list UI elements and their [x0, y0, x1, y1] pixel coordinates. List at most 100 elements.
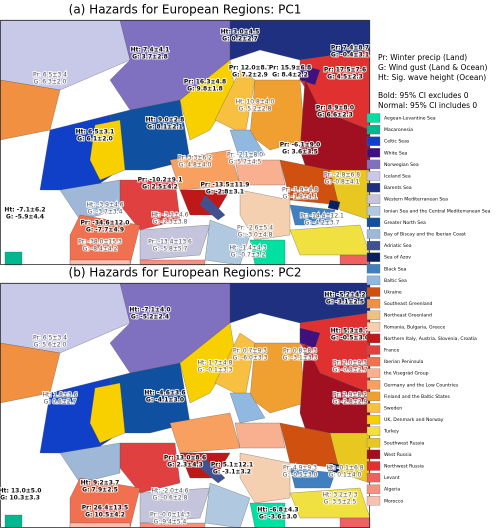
region-label: Pr: 8.9±8.0 — [316, 105, 354, 112]
region-label: G: 6.1±2.0 — [77, 136, 113, 143]
map: Ht: 3.0±4.5G: 0.2±2.7 Ht: 7.4±4.1G: 3.7±2… — [0, 19, 371, 266]
region — [89, 119, 126, 181]
legend-swatch — [366, 287, 381, 297]
region-label: Ht: 6.5±3.1 — [76, 129, 115, 136]
region — [69, 259, 131, 266]
region-label: Pr: -2.6±5.4 — [237, 225, 273, 232]
region-label: G: 3.6±3.5 — [282, 149, 318, 156]
region-label: Pr: 7.4±8.7 — [331, 45, 369, 52]
region — [199, 194, 226, 221]
region — [234, 422, 286, 449]
region-label: G: -2.8±3.1 — [206, 189, 244, 196]
legend-label: Northern Italy, Austria, Slovenia, Croat… — [384, 336, 477, 342]
region — [289, 204, 336, 226]
legend-swatch — [366, 438, 381, 448]
region-label: G: -0.1±3.3 — [198, 367, 233, 374]
legend-swatch — [366, 472, 381, 483]
region-label: Pr: 0.7±9.3 — [233, 348, 267, 355]
legend-label: West Russia — [384, 452, 412, 458]
legend-swatch — [366, 171, 381, 181]
legend-label: White Sea — [384, 150, 408, 156]
region-label: Ht: -7.1±6.2 — [4, 207, 45, 214]
region-label: Pr: -1.9±4.8 — [282, 187, 318, 194]
region-label: G: -5.8±5.7 — [153, 246, 188, 253]
map: Ht: -7.1±4.0G: -5.2±2.4Ht: -5.2±4.2G: -3… — [0, 282, 371, 528]
region-label: G: 8.4±2.2 — [272, 72, 308, 79]
region-label: G: -0.7±3.2 — [231, 252, 266, 259]
region-label: Ht: -3.9±4.6 — [86, 202, 123, 209]
legend-swatch — [366, 206, 381, 216]
legend-swatch — [366, 113, 381, 123]
region — [59, 442, 121, 484]
region-label: G: -3.0±4.8 — [238, 232, 273, 239]
legend-label: Greater North Sea — [384, 220, 426, 226]
region-label: Pr: 6.5±3.4 — [33, 335, 67, 342]
legend-label: Turkey — [383, 429, 399, 435]
legend-swatch — [366, 229, 381, 239]
region-label: Ht: 13.0±5.0 — [0, 488, 41, 495]
region — [139, 224, 211, 261]
region — [139, 487, 211, 524]
region — [229, 392, 266, 424]
region — [199, 457, 226, 484]
legend-swatch — [366, 298, 381, 309]
region-label: Pr: 17.5±7.6 — [324, 67, 366, 74]
legend-swatch — [366, 182, 381, 193]
region-label: G: 4.5±2.3 — [327, 74, 363, 81]
legend-swatch — [366, 217, 381, 228]
region-label: G: -2.3±3.8 — [153, 219, 188, 226]
region-label: Ht: -1.4±4.3 — [229, 245, 266, 252]
region — [204, 482, 251, 528]
region — [249, 239, 286, 266]
legend-swatch — [366, 159, 381, 170]
region-label: G: 0.2±2.7 — [222, 36, 258, 43]
region-label: G: -8.4±4.2 — [83, 246, 118, 253]
legend-label: Iberian Peninsula — [384, 359, 424, 365]
region-label: Pr: -38.0±15.3 — [78, 239, 122, 246]
legend-swatch — [366, 264, 381, 274]
region-label: Ht: -2.0±4.6 — [151, 488, 188, 495]
region-label: G: -3.7±3.4 — [88, 209, 123, 216]
region-label: G: -0.5±3.0 — [283, 472, 318, 479]
region-label: G: 4.8±4.0 — [179, 162, 212, 169]
region — [329, 432, 371, 484]
region-label: Pr: -6.1±9.0 — [280, 142, 321, 149]
legend-swatch — [366, 194, 381, 204]
region — [69, 522, 131, 528]
region-label: Pr: -2.1±8.0 — [227, 152, 263, 159]
legend-swatch — [366, 345, 381, 355]
region — [249, 342, 306, 414]
region-label: G: 2.5±4.2 — [142, 184, 178, 191]
legend-label: Levant — [384, 475, 400, 481]
panel-title: (b) Hazards for European Regions: PC2 — [69, 266, 302, 280]
key-text: G: Wind gust (Land & Ocean) — [378, 63, 488, 72]
region-label: G: -2.8±2.9 — [333, 399, 368, 406]
region-label: Ht: -7.1±4.0 — [129, 307, 170, 314]
legend-label: Norwegian Sea — [384, 162, 419, 168]
legend-label: Adriatic Sea — [384, 243, 412, 249]
legend-swatch — [366, 275, 381, 286]
region-label: G: 7.9±2.5 — [82, 487, 118, 494]
region-label: G: 5.7±4.5 — [229, 159, 262, 166]
region-label: Pr: 26.4±13.5 — [82, 505, 128, 512]
legend-swatch — [366, 461, 381, 471]
region — [69, 477, 141, 528]
legend-swatch — [366, 240, 381, 251]
region-label: G: 6.3±2.0 — [34, 79, 67, 86]
region-label: G: -3.1±3.3 — [283, 355, 318, 362]
region-label: Pr: -0.0±14.3 — [150, 512, 190, 519]
legend-label: UK, Denmark and Norway — [384, 417, 444, 423]
legend-label: Southeast Greenland — [384, 301, 433, 307]
region-label: G: -5.2±2.4 — [131, 314, 169, 321]
region-label: G: -7.7±4.9 — [86, 227, 124, 234]
region-label: Ht: -6.8±4.3 — [257, 507, 298, 514]
region-label: Pr: 13.0±8.6 — [164, 455, 206, 462]
legend-swatch — [366, 403, 381, 413]
region-label: Pr: -13.5±11.9 — [201, 182, 250, 189]
region — [249, 79, 306, 151]
legend-label: the Visegrád Group — [384, 370, 429, 377]
legend-label: Sweden — [384, 406, 402, 412]
region-label: Ht: 10.8±4.0 — [236, 99, 275, 106]
legend-label: Northwest Russia — [384, 464, 424, 470]
region-label: Ht: -4.6±3.6 — [144, 390, 185, 397]
